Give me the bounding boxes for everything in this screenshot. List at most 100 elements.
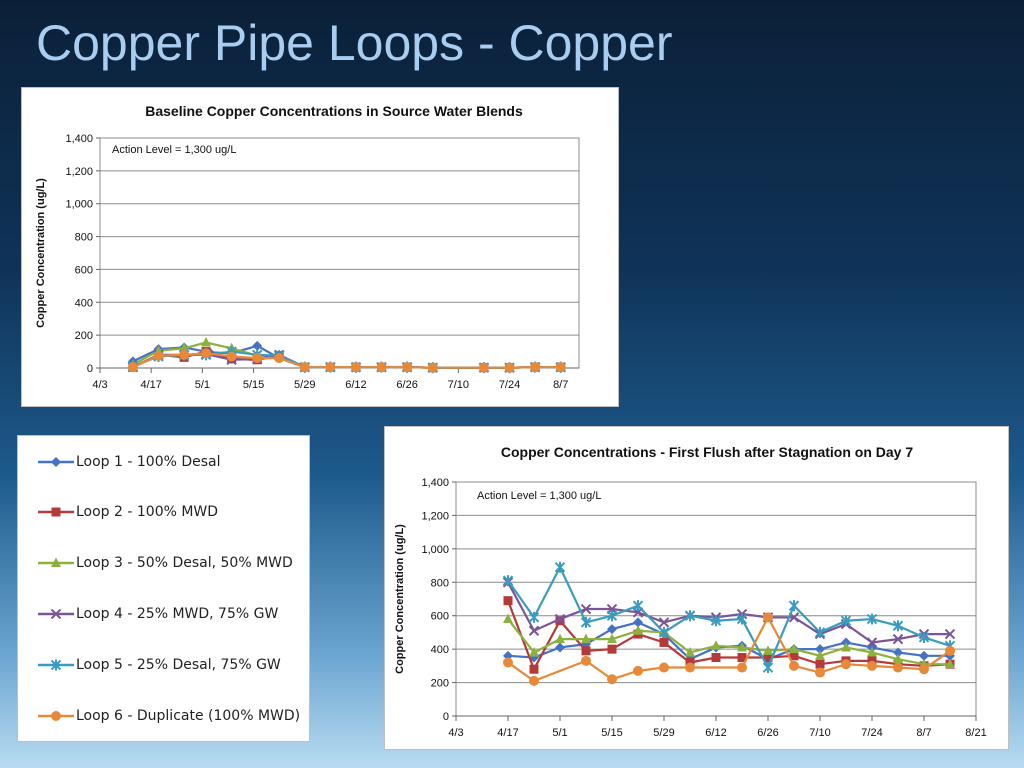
flush-data-point [841,641,851,652]
legend-item-loop-4: Loop 4 - 25% MWD, 75% GW [38,603,278,625]
legend-symbol [50,659,62,671]
flush-series-4 [502,577,956,648]
legend-symbol [50,608,62,620]
flush-data-point [814,626,826,638]
baseline-y-axis-label: Copper Concentration (ug/L) [35,178,47,328]
baseline-data-point [478,362,489,373]
legend-item-loop-6: Loop 6 - Duplicate (100% MWD) [38,705,300,727]
flush-data-point [710,615,722,627]
flush-data-point [685,646,695,657]
baseline-y-tick-label: 200 [75,330,93,342]
baseline-data-point [252,340,263,351]
flush-data-point [945,645,955,656]
baseline-y-tick-label: 1,200 [65,166,93,178]
flush-y-tick-label: 1,000 [421,544,449,556]
flush-data-point [892,633,904,645]
flush-data-point [607,644,617,654]
flush-series-line [506,600,951,672]
flush-data-point [633,665,643,676]
baseline-data-point [127,362,138,373]
flush-series-5 [502,561,956,674]
flush-data-point [762,662,774,674]
legend-symbol [51,507,61,517]
legend-marker-loop-2 [38,507,74,517]
baseline-x-tick-label: 7/10 [448,379,469,391]
legend-label: Loop 6 - Duplicate (100% MWD) [76,708,301,724]
baseline-series-6 [127,348,566,373]
flush-series-line [507,615,951,683]
flush-series-line [507,564,951,671]
legend-item-loop-1: Loop 1 - 100% Desal [38,451,221,473]
flush-x-tick-label: 4/17 [497,727,518,739]
flush-data-point [529,675,539,686]
flush-data-point [763,653,773,662]
flush-y-tick-label: 1,200 [421,510,449,522]
legend-marker-loop-1 [38,457,74,467]
flush-data-point [580,603,592,615]
flush-y-tick-label: 800 [431,577,449,589]
baseline-data-point [226,351,237,362]
baseline-y-tick-label: 800 [75,232,93,244]
legend-panel: Loop 1 - 100% Desal Loop 2 - 100% MWD Lo… [17,435,310,742]
baseline-data-point [299,362,310,373]
flush-data-point [529,664,539,674]
first-flush-chart-panel: Copper Concentrations - First Flush afte… [384,426,1009,750]
flush-data-point [554,613,566,625]
flush-data-point [529,646,539,657]
baseline-data-point [201,337,212,347]
flush-data-point [893,653,903,664]
flush-y-tick-label: 200 [431,678,449,690]
baseline-x-tick-label: 6/12 [345,379,366,391]
legend-label: Loop 3 - 50% Desal, 50% MWD [76,555,293,571]
flush-data-point [554,561,566,573]
flush-series-line [507,581,950,644]
legend-marker-loop-5 [38,659,74,671]
baseline-chart-panel: Baseline Copper Concentrations in Source… [21,87,619,407]
flush-data-point [918,631,930,643]
flush-x-tick-label: 7/24 [861,727,882,739]
baseline-data-point [376,362,387,373]
flush-data-point [555,633,565,644]
flush-data-point [737,641,747,652]
flush-data-point [789,660,799,671]
legend-marker-loop-4 [38,608,74,620]
flush-data-point [867,646,877,657]
flush-data-point [737,662,747,673]
legend-item-loop-3: Loop 3 - 50% Desal, 50% MWD [38,552,293,574]
flush-data-point [789,643,799,654]
flush-y-tick-label: 400 [431,644,449,656]
flush-data-point [788,600,800,612]
baseline-y-tick-label: 1,400 [65,133,93,145]
flush-title: Copper Concentrations - First Flush afte… [501,444,913,460]
flush-x-tick-label: 5/1 [552,727,567,739]
flush-data-point [659,637,669,647]
flush-data-point [763,645,773,655]
baseline-series-4 [127,348,566,373]
flush-x-tick-label: 8/7 [916,727,931,739]
baseline-y-tick-label: 1,000 [65,199,93,211]
baseline-data-point [201,348,212,359]
baseline-y-tick-label: 0 [87,363,93,375]
baseline-y-tick-label: 600 [75,264,93,276]
flush-x-tick-label: 6/12 [705,727,726,739]
first-flush-chart: Copper Concentrations - First Flush afte… [394,444,987,739]
flush-data-point [581,646,591,656]
baseline-data-point [179,349,190,360]
flush-data-point [945,650,955,661]
baseline-x-tick-label: 5/29 [294,379,315,391]
baseline-x-tick-label: 6/26 [396,379,417,391]
flush-data-point [607,674,617,685]
flush-data-point [945,658,955,669]
flush-data-point [711,640,721,650]
legend-item-loop-2: Loop 2 - 100% MWD [38,501,218,523]
legend-marker-loop-6 [38,711,74,721]
flush-data-point [944,628,956,640]
legend-symbol [51,457,61,467]
flush-series-2 [503,596,955,674]
flush-data-point [789,651,799,661]
baseline-data-point [153,350,164,361]
legend-label: Loop 2 - 100% MWD [76,504,219,520]
baseline-data-point [402,362,413,373]
flush-y-tick-label: 600 [431,611,449,623]
flush-data-point [919,650,929,661]
